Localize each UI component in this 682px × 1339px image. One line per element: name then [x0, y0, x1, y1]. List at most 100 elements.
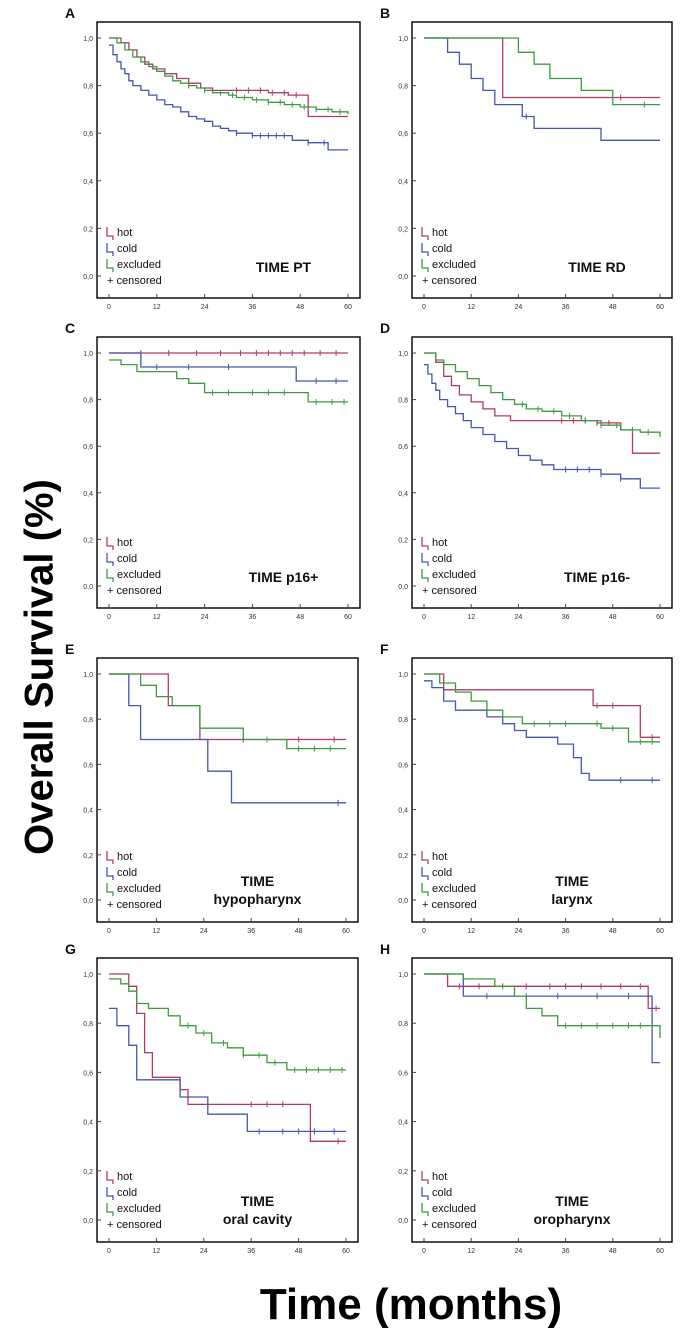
panel-frame: [96, 336, 361, 609]
y-tick-label: 0,6: [83, 131, 93, 138]
legend-swatch-excluded: [421, 883, 429, 896]
y-tick-label: 0,0: [398, 584, 408, 591]
x-tick-label: 0: [107, 614, 111, 621]
panel-title: TIME p16+: [249, 569, 319, 585]
x-tick-label: 60: [342, 1248, 350, 1255]
x-tick-label: 0: [107, 928, 111, 935]
legend-swatch-cold: [106, 243, 114, 256]
legend-label-excluded: excluded: [117, 259, 161, 271]
x-tick-label: 0: [422, 614, 426, 621]
series-excluded-line: [424, 973, 661, 1038]
legend-swatch-hot: [106, 1171, 114, 1184]
series-excluded-line: [109, 359, 348, 403]
legend-swatch-hot: [421, 1171, 429, 1184]
panel-h: H 0,0 0,2 0,4 0,6 0,8 1,0 0 12 24 36 48 60 hot cold exc…: [380, 941, 673, 1255]
panel-letter: E: [65, 641, 74, 657]
legend-swatch-cold: [421, 1187, 429, 1200]
y-tick-label: 0,4: [83, 179, 93, 186]
panel-frame: [411, 21, 673, 299]
y-tick-label: 0,8: [83, 1021, 93, 1028]
legend-label-censored: + censored: [107, 275, 162, 287]
y-tick-label: 0,4: [83, 1120, 93, 1127]
panel-frame: [96, 657, 359, 923]
x-tick-label: 0: [422, 304, 426, 311]
x-tick-label: 0: [107, 1248, 111, 1255]
legend-label-censored: + censored: [422, 1219, 477, 1231]
legend-swatch-excluded: [421, 259, 429, 272]
legend-swatch-hot: [106, 537, 114, 550]
legend-label-hot: hot: [432, 1171, 447, 1183]
legend-label-hot: hot: [117, 851, 132, 863]
panel-title: hypopharynx: [214, 891, 302, 907]
legend-swatch-excluded: [106, 259, 114, 272]
y-tick-label: 0,8: [83, 398, 93, 405]
legend-swatch-cold: [421, 867, 429, 880]
panel-letter: G: [65, 941, 76, 957]
y-tick-label: 0,0: [83, 1218, 93, 1225]
legend-swatch-cold: [106, 1187, 114, 1200]
y-tick-label: 0,6: [398, 444, 408, 451]
y-tick-label: 0,0: [83, 584, 93, 591]
panel-title: TIME PT: [256, 259, 312, 275]
panel-g: G 0,0 0,2 0,4 0,6 0,8 1,0 0 12 24 36 48 60 hot cold exc…: [65, 941, 359, 1255]
x-tick-label: 36: [249, 614, 257, 621]
y-tick-label: 0,6: [398, 131, 408, 138]
legend-swatch-excluded: [106, 1203, 114, 1216]
legend-label-cold: cold: [117, 1187, 137, 1199]
series-hot-line: [109, 973, 346, 1142]
x-tick-label: 48: [296, 304, 304, 311]
x-tick-label: 12: [153, 614, 161, 621]
x-tick-label: 36: [247, 928, 255, 935]
x-tick-label: 48: [609, 928, 617, 935]
x-tick-label: 48: [295, 928, 303, 935]
panel-letter: C: [65, 320, 75, 336]
legend-label-excluded: excluded: [117, 883, 161, 895]
legend-label-excluded: excluded: [432, 1203, 476, 1215]
x-tick-label: 12: [153, 928, 161, 935]
x-tick-label: 48: [295, 1248, 303, 1255]
x-tick-label: 12: [153, 1248, 161, 1255]
panel-c: C 0,0 0,2 0,4 0,6 0,8 1,0 0 12 24 36 48 60 hot cold exc…: [65, 320, 361, 621]
legend-label-hot: hot: [117, 227, 132, 239]
legend-label-cold: cold: [117, 243, 137, 255]
panel-title: larynx: [551, 891, 592, 907]
panel-letter: A: [65, 5, 75, 21]
x-tick-label: 24: [201, 304, 209, 311]
x-tick-label: 48: [609, 614, 617, 621]
legend-swatch-excluded: [106, 569, 114, 582]
x-tick-label: 12: [467, 304, 475, 311]
panel-e: E 0,0 0,2 0,4 0,6 0,8 1,0 0 12 24 36 48 60 hot cold exc…: [65, 641, 359, 935]
y-tick-label: 0,6: [83, 1070, 93, 1077]
panel-frame: [96, 21, 361, 299]
panel-d: D 0,0 0,2 0,4 0,6 0,8 1,0 0 12 24 36 48 60 hot cold exc…: [380, 320, 673, 621]
series-excluded-line: [424, 352, 661, 437]
x-tick-label: 48: [609, 1248, 617, 1255]
legend-swatch-hot: [106, 851, 114, 864]
panel-title: oropharynx: [533, 1211, 610, 1227]
legend-swatch-cold: [106, 553, 114, 566]
x-tick-label: 24: [515, 304, 523, 311]
legend-label-excluded: excluded: [432, 569, 476, 581]
panel-title: TIME: [241, 1193, 274, 1209]
x-tick-label: 24: [201, 614, 209, 621]
legend-label-excluded: excluded: [117, 569, 161, 581]
x-tick-label: 12: [467, 614, 475, 621]
y-tick-label: 0,0: [83, 274, 93, 281]
x-tick-label: 36: [562, 928, 570, 935]
legend-swatch-hot: [421, 851, 429, 864]
y-tick-label: 0,2: [83, 853, 93, 860]
legend-label-cold: cold: [432, 1187, 452, 1199]
series-cold-line: [109, 1007, 346, 1133]
series-cold-line: [424, 363, 660, 489]
x-tick-label: 0: [107, 304, 111, 311]
x-tick-label: 60: [342, 928, 350, 935]
y-tick-label: 0,4: [398, 491, 408, 498]
panel-f: F 0,0 0,2 0,4 0,6 0,8 1,0 0 12 24 36 48 60 hot cold exc…: [380, 641, 673, 935]
legend-label-censored: + censored: [107, 585, 162, 597]
y-tick-label: 0,2: [83, 226, 93, 233]
panel-frame: [411, 957, 673, 1243]
x-tick-label: 36: [249, 304, 257, 311]
panel-frame: [411, 336, 673, 609]
y-tick-label: 0,4: [398, 179, 408, 186]
